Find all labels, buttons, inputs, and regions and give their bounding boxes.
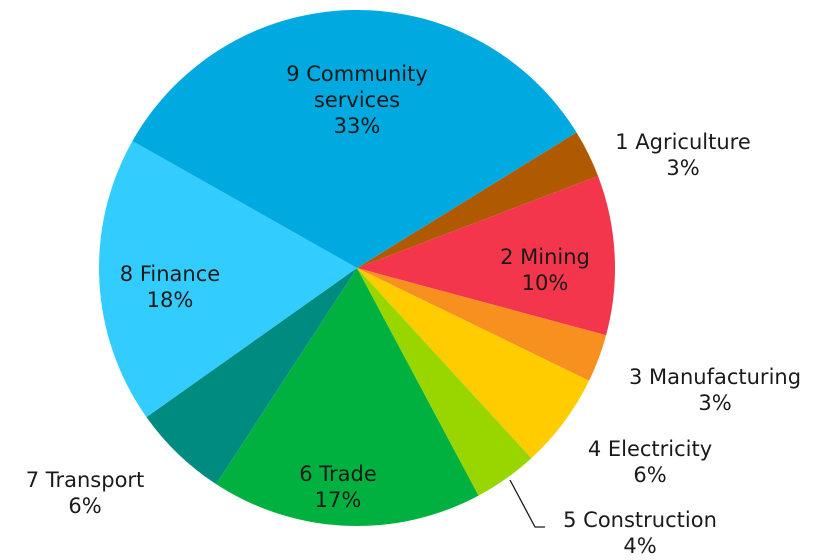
category-label: 8 Finance: [119, 262, 221, 286]
category-label: 6 Trade: [299, 462, 377, 486]
slice-label: 3 Manufacturing 3%: [620, 364, 810, 416]
value-label: 6%: [68, 494, 102, 518]
category-label: 7 Transport: [25, 468, 145, 492]
value-label: 3%: [666, 156, 700, 180]
leader-line: [509, 479, 545, 528]
category-label: 3 Manufacturing: [628, 365, 802, 389]
value-label: 17%: [314, 488, 362, 512]
pie-slice: [357, 268, 532, 496]
pie-slice: [357, 132, 599, 268]
pie-slice: [357, 268, 607, 381]
category-label: 4 Electricity: [587, 437, 713, 461]
pie-slice: [357, 268, 590, 459]
category-label: 2 Mining: [500, 245, 590, 269]
category-label: 5 Construction: [563, 508, 717, 532]
value-label: 33%: [333, 114, 381, 138]
value-label: 6%: [633, 463, 667, 487]
slice-label: 2 Mining 10%: [450, 244, 640, 296]
slice-label: 5 Construction 4%: [545, 507, 735, 559]
value-label: 4%: [623, 534, 657, 558]
pie-slice: [146, 268, 357, 485]
slice-label: 7 Transport 6%: [0, 467, 180, 519]
pie-slice: [99, 140, 358, 418]
slice-label: 9 Community services 33%: [262, 61, 452, 139]
category-label: 9 Community services: [286, 62, 428, 112]
slice-label: 6 Trade 17%: [243, 461, 433, 513]
slice-label: 1 Agriculture 3%: [588, 129, 778, 181]
value-label: 3%: [698, 391, 732, 415]
slice-label: 8 Finance 18%: [75, 261, 265, 313]
category-label: 1 Agriculture: [615, 130, 751, 154]
pie-slice: [216, 268, 479, 526]
value-label: 18%: [146, 288, 194, 312]
pie-slice: [132, 9, 577, 269]
value-label: 10%: [521, 271, 569, 295]
slice-label: 4 Electricity 6%: [555, 436, 745, 488]
pie-slice: [357, 175, 615, 336]
